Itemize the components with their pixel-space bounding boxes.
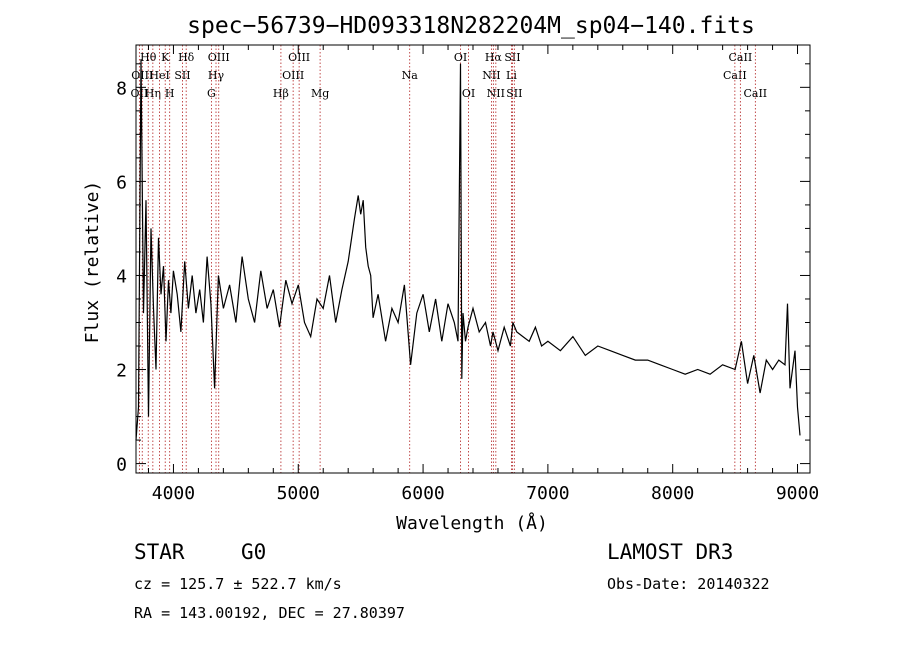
chart-title: spec−56739−HD093318N282204M_sp04−140.fit… xyxy=(187,13,755,39)
coordinates: RA = 143.00192, DEC = 27.80397 xyxy=(134,604,405,622)
line-marker-label-1: OIII xyxy=(131,69,153,82)
x-axis-label: Wavelength (Å) xyxy=(396,512,548,534)
object-class: STAR xyxy=(134,540,185,564)
line-marker-label-17: OI xyxy=(454,51,467,64)
x-tick-label-3: 7000 xyxy=(526,483,569,504)
line-marker-label-16: Na xyxy=(402,69,419,82)
line-marker-label-27: CaII xyxy=(743,87,767,100)
flux-series-line xyxy=(135,59,801,441)
line-marker-label-4: HeI xyxy=(149,69,169,82)
line-marker-label-26: CaII xyxy=(729,51,753,64)
line-marker-label-18: OI xyxy=(462,87,475,100)
x-tick-label-4: 8000 xyxy=(651,483,694,504)
line-marker-label-7: SII xyxy=(174,69,190,82)
plot-frame xyxy=(135,44,811,474)
line-marker-label-10: Hγ xyxy=(208,69,225,82)
x-tick-label-2: 6000 xyxy=(401,483,444,504)
y-tick-label-2: 4 xyxy=(116,266,127,287)
line-marker-label-23: SII xyxy=(504,51,520,64)
line-marker-label-25: CaII xyxy=(723,69,747,82)
line-marker-label-9: G xyxy=(207,87,216,100)
line-marker-label-8: Hδ xyxy=(178,51,195,64)
observation-date: Obs-Date: 20140322 xyxy=(607,575,770,593)
line-marker-label-14: OIII xyxy=(288,51,310,64)
axis-ticks: 4000 5000 6000 7000 8000 9000 0 2 4 6 8 xyxy=(116,45,819,504)
line-marker-label-20: Hα xyxy=(485,51,503,64)
y-tick-label-4: 8 xyxy=(116,78,127,99)
line-marker-label-3: Hη xyxy=(145,87,161,100)
line-marker-label-0: OII xyxy=(131,87,149,100)
line-marker-label-5: K xyxy=(161,51,170,64)
y-axis-label: Flux (relative) xyxy=(82,181,103,344)
line-marker-label-13: OIII xyxy=(282,69,304,82)
x-tick-label-0: 4000 xyxy=(152,483,195,504)
survey-name: LAMOST DR3 xyxy=(607,540,734,564)
y-tick-label-3: 6 xyxy=(116,172,127,193)
line-marker-label-6: H xyxy=(165,87,175,100)
y-tick-label-0: 0 xyxy=(116,455,127,476)
line-markers: OII OIII Hθ Hη HeI K H SII Hδ G Hγ OIII Hβ OIII OIII Mg… xyxy=(131,45,767,473)
redshift-cz: cz = 125.7 ± 522.7 km/s xyxy=(134,575,342,593)
line-marker-label-22: Li xyxy=(506,69,517,82)
y-tick-label-1: 2 xyxy=(116,361,127,382)
x-tick-label-1: 5000 xyxy=(277,483,320,504)
line-marker-label-2: Hθ xyxy=(140,51,157,64)
x-tick-label-5: 9000 xyxy=(776,483,819,504)
line-marker-label-24: SII xyxy=(506,87,522,100)
line-marker-label-21: NII xyxy=(487,87,505,100)
line-marker-label-15: Mg xyxy=(311,87,329,100)
object-subclass: G0 xyxy=(241,540,267,564)
line-marker-label-19: NII xyxy=(482,69,500,82)
line-marker-label-12: Hβ xyxy=(273,87,289,100)
line-marker-label-11: OIII xyxy=(208,51,230,64)
